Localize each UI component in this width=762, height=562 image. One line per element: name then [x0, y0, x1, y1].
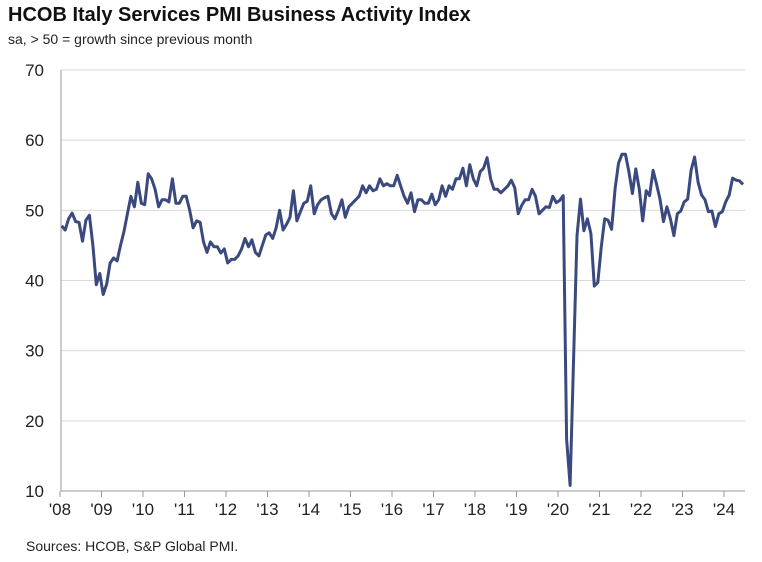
x-tick-label: '13 [256, 500, 278, 519]
y-tick-label: 10 [25, 482, 44, 501]
x-tick-label: '11 [174, 500, 195, 519]
x-tick-label: '17 [422, 500, 444, 519]
chart-subtitle: sa, > 50 = growth since previous month [8, 31, 253, 47]
x-tick-label: '08 [49, 500, 71, 519]
y-tick-label: 50 [25, 201, 44, 220]
y-tick-label: 70 [25, 61, 44, 80]
chart-title: HCOB Italy Services PMI Business Activit… [8, 4, 471, 26]
x-tick-label: '12 [215, 500, 237, 519]
source-note: Sources: HCOB, S&P Global PMI. [26, 538, 239, 554]
x-tick-label: '16 [381, 500, 403, 519]
x-tick-label: '15 [339, 500, 361, 519]
x-tick-label: '10 [132, 500, 154, 519]
y-tick-label: 30 [25, 342, 44, 361]
x-tick-label: '09 [90, 500, 112, 519]
x-tick-label: '20 [547, 500, 569, 519]
x-tick-label: '19 [505, 500, 527, 519]
y-tick-label: 60 [25, 131, 44, 150]
series-line [60, 152, 745, 487]
x-tick-label: '21 [588, 500, 610, 519]
x-tick-label: '14 [298, 500, 320, 519]
x-tick-label: '18 [464, 500, 486, 519]
y-tick-label: 40 [25, 272, 44, 291]
x-tick-label: '23 [671, 500, 693, 519]
x-tick-label: '24 [713, 500, 735, 519]
x-tick-label: '22 [630, 500, 652, 519]
y-tick-label: 20 [25, 412, 44, 431]
